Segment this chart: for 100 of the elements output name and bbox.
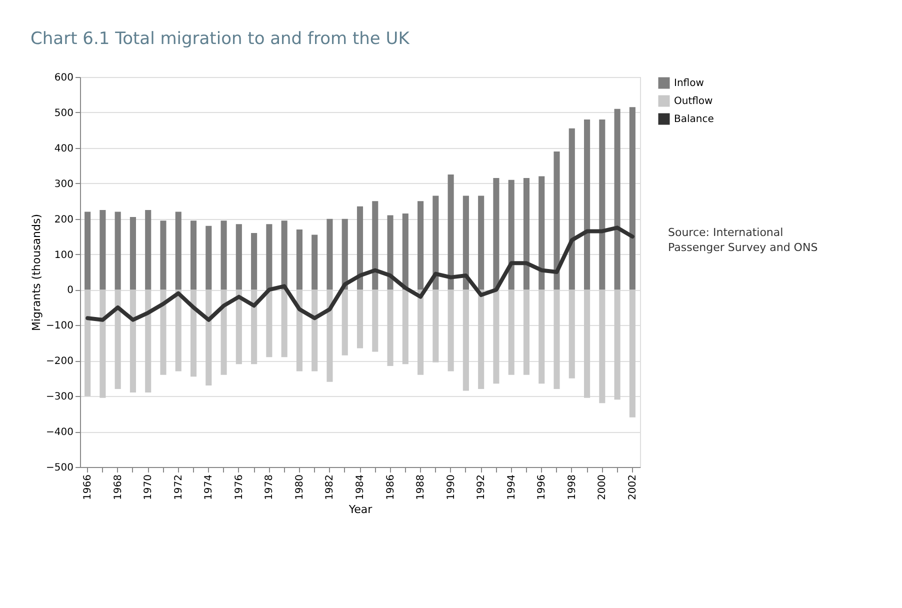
x-tick-label: 2002 (627, 474, 638, 500)
source-note: Source: International Passenger Survey and ONS (668, 226, 818, 254)
bar (629, 290, 636, 418)
y-tick-label: 200 (54, 214, 74, 226)
bar (508, 180, 514, 290)
bar (478, 290, 484, 389)
bar (432, 290, 439, 362)
bar (387, 215, 394, 290)
bar (206, 290, 212, 386)
x-tick-label: 1972 (173, 474, 184, 500)
x-tick-label: 1980 (294, 474, 306, 500)
y-tick-label: 600 (54, 72, 74, 84)
bar (206, 226, 212, 290)
bar (462, 290, 469, 391)
bar (266, 224, 272, 290)
bar (387, 290, 394, 366)
y-tick-label: −500 (46, 462, 74, 474)
legend-label: Inflow (674, 78, 704, 89)
bar (84, 212, 91, 290)
bar (84, 290, 91, 396)
bar (538, 176, 545, 290)
bar (599, 290, 606, 404)
x-axis-title: Year (348, 502, 373, 516)
bar (599, 120, 606, 290)
y-tick-label: −400 (46, 427, 74, 438)
bar (568, 290, 575, 378)
bar (251, 290, 258, 364)
x-tick-label: 1984 (355, 474, 366, 500)
x-tick-label: 1992 (476, 474, 488, 500)
bar (523, 290, 530, 375)
bar (296, 290, 302, 372)
bar (478, 196, 484, 290)
y-tick-label: 500 (54, 108, 74, 119)
legend-label: Balance (674, 114, 714, 125)
bar (220, 220, 227, 290)
x-tick-label: 1988 (416, 474, 427, 500)
bar (614, 108, 620, 290)
bar (402, 214, 408, 290)
y-tick-label: −300 (46, 392, 74, 403)
bar (281, 220, 288, 290)
x-tick-label: 2000 (597, 474, 608, 500)
x-tick-label: 1998 (566, 474, 578, 500)
bar (220, 290, 227, 375)
bar (281, 290, 288, 358)
y-tick-label: 400 (54, 143, 74, 154)
bar (554, 290, 560, 389)
bar (100, 290, 106, 398)
y-tick-label: −200 (46, 356, 74, 368)
x-tick-label: 1990 (446, 474, 457, 500)
y-tick-label: 300 (54, 178, 74, 190)
x-tick-label: 1996 (536, 474, 548, 500)
bar (175, 212, 182, 290)
bar (296, 229, 302, 290)
bar (190, 220, 197, 290)
y-tick-label: 100 (54, 250, 74, 261)
bar (130, 290, 136, 393)
bar (326, 218, 333, 290)
line-series (86, 226, 634, 322)
bar (584, 120, 590, 290)
bar (236, 224, 242, 290)
x-tick-label: 1986 (385, 474, 396, 500)
bar (175, 290, 182, 372)
bar (356, 206, 364, 290)
bar (418, 201, 424, 290)
bar (114, 290, 121, 389)
bar (448, 174, 454, 290)
y-axis-title: Migrants (thousands) (30, 214, 44, 332)
bar (508, 290, 514, 375)
bar (523, 178, 530, 290)
bar (614, 290, 620, 400)
bar (266, 290, 272, 358)
bar (493, 290, 500, 384)
bar (251, 233, 258, 290)
bar (342, 218, 348, 290)
x-tick-label: 1994 (506, 474, 518, 500)
bar (130, 217, 136, 290)
y-tick-label: 0 (67, 285, 74, 296)
bar (114, 212, 121, 290)
y-tick-label: −100 (46, 320, 74, 332)
bar (312, 234, 318, 290)
bar (402, 290, 408, 364)
bar (462, 196, 469, 290)
x-tick-label: 1976 (234, 474, 245, 500)
bar (342, 290, 348, 356)
bar (326, 290, 333, 382)
legend-label: Outflow (674, 96, 713, 107)
bar (432, 196, 439, 290)
x-tick-label: 1966 (82, 474, 94, 500)
bar (145, 290, 152, 393)
bar (190, 290, 197, 377)
bar (493, 178, 500, 290)
chart-title: Chart 6.1 Total migration to and from the UK (30, 29, 410, 49)
bar (554, 151, 560, 290)
bar (568, 128, 575, 290)
x-tick-label: 1974 (204, 474, 215, 500)
bar (145, 210, 152, 290)
bar (418, 290, 424, 375)
x-tick-label: 1982 (324, 474, 336, 500)
bar (584, 290, 590, 398)
bar (448, 290, 454, 372)
